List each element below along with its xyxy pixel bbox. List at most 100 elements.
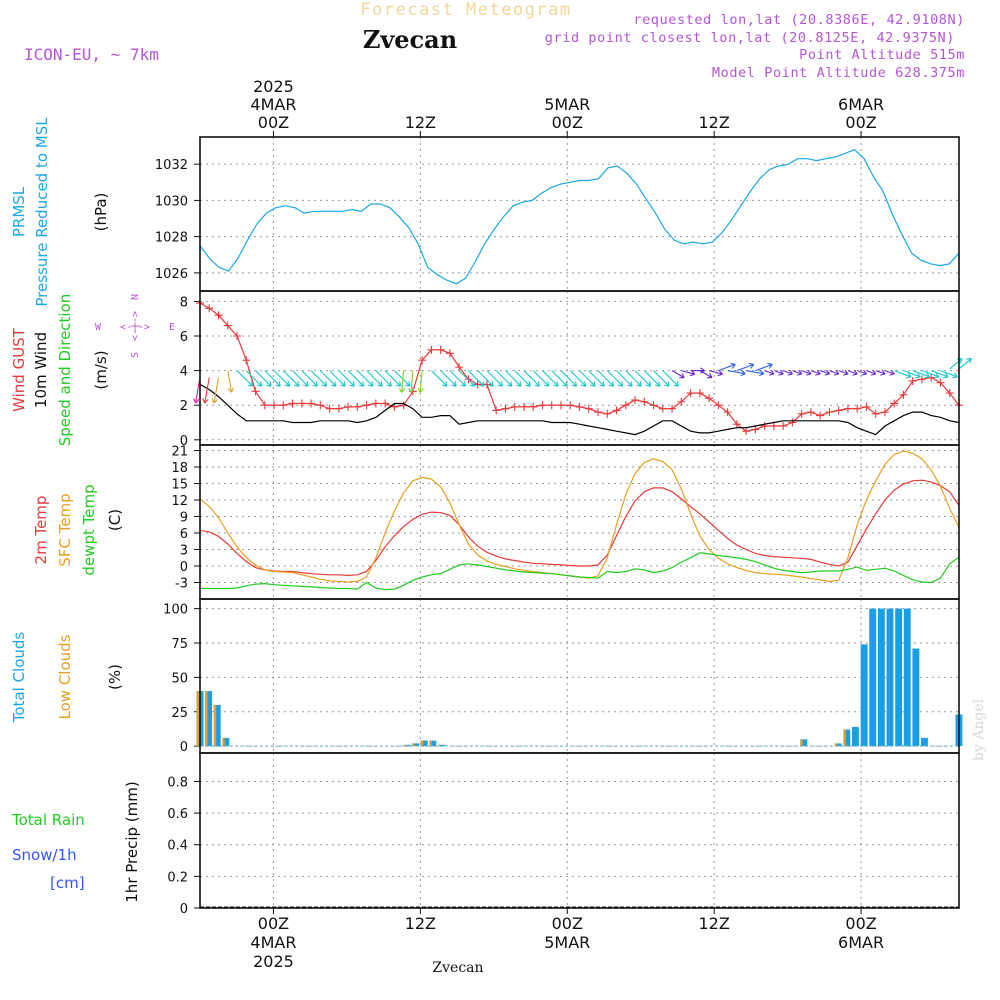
gust-marker — [853, 404, 862, 413]
gust-marker — [843, 404, 852, 413]
gust-marker — [631, 396, 640, 405]
gust-marker — [473, 380, 482, 389]
total-cloud-bar — [921, 737, 928, 747]
gust-marker — [871, 409, 880, 418]
rain-label: Total Rain — [11, 811, 85, 829]
compass-n: N — [130, 294, 141, 300]
wind-arrow — [417, 370, 424, 393]
wind-arrow — [708, 370, 724, 377]
wind-arrow — [579, 370, 596, 387]
clouds-unit: (%) — [106, 664, 124, 690]
gust-marker — [862, 402, 871, 411]
gust-marker — [556, 401, 565, 410]
wind-arrow — [671, 370, 685, 379]
wind-gust-label: Wind GUST — [10, 327, 28, 412]
pressure-line — [199, 149, 960, 285]
total-cloud-bar — [903, 608, 911, 747]
wind-arrow — [551, 370, 568, 387]
wind-speed-line — [199, 383, 960, 436]
gust-marker — [233, 331, 242, 340]
gust-marker — [908, 376, 917, 385]
gust-marker — [899, 390, 908, 399]
wind-arrow — [875, 369, 886, 376]
panel-pressure: 1026 1028 1030 1032 — [155, 136, 960, 292]
gust-marker — [825, 408, 834, 417]
gust-marker — [390, 402, 399, 411]
wind-arrow — [329, 370, 346, 387]
gust-marker — [742, 427, 751, 436]
gust-marker — [436, 345, 445, 354]
panel-frame — [199, 444, 960, 600]
gust-marker — [445, 349, 454, 358]
gust-marker — [603, 409, 612, 418]
total-cloud-bar — [895, 608, 903, 747]
gust-marker — [686, 389, 695, 398]
wind-arrow — [301, 370, 318, 387]
wind-arrow — [903, 370, 921, 379]
wind-arrow — [727, 369, 746, 377]
y-tick-label: 15 — [171, 478, 188, 493]
wind-arrow — [662, 370, 679, 387]
low-cloud-bar — [843, 729, 846, 747]
total-cloud-bar — [886, 608, 894, 747]
y-tick-label: 0 — [180, 434, 188, 449]
gust-marker — [205, 304, 214, 313]
time-label: 6MAR — [838, 95, 884, 114]
wind-arrow — [588, 370, 605, 387]
sfc-temp-label: SFC Temp — [56, 493, 74, 566]
wind-arrow — [616, 370, 633, 387]
y-tick-label: 3 — [180, 544, 188, 559]
wind-arrow — [375, 370, 392, 387]
time-label: 00Z — [258, 113, 289, 132]
gust-marker — [482, 380, 491, 389]
wind-arrow — [931, 370, 949, 379]
total-cloud-bar — [852, 726, 859, 747]
time-label: 2025 — [253, 77, 294, 96]
low-cloud-bar — [222, 737, 225, 747]
wind-arrow — [782, 369, 793, 376]
gust-marker — [547, 401, 556, 410]
pressure-unit: (hPa) — [92, 193, 110, 232]
compass-e: E — [169, 322, 175, 333]
wind-arrow — [736, 362, 755, 372]
wind-arrow — [718, 362, 736, 372]
total-cloud-bar — [429, 740, 437, 747]
gust-marker — [344, 402, 353, 411]
low-cloud-bar — [196, 691, 199, 747]
gust-marker — [381, 399, 390, 408]
compass-ns-arrow: <-|-> — [130, 311, 141, 341]
wind-arrow — [653, 370, 670, 387]
footer-location: Zvecan — [432, 960, 483, 976]
panel-frame — [199, 136, 960, 292]
panel-frame — [199, 752, 960, 909]
gust-marker — [260, 401, 269, 410]
wind-arrow — [384, 370, 402, 387]
location-title: Zvecan — [363, 25, 457, 54]
gust-marker — [492, 406, 501, 415]
low-cloud-bar — [800, 739, 803, 747]
requested-coords: requested lon,lat (20.8386E, 42.9108N) — [633, 12, 965, 28]
gust-marker — [890, 399, 899, 408]
compass-s: S — [130, 352, 141, 358]
gridpoint-coords: grid point closest lon,lat (20.8125E, 42… — [545, 30, 955, 46]
wind-arrow — [801, 369, 812, 376]
gust-marker — [288, 399, 297, 408]
y-tick-label: 0.6 — [167, 807, 188, 822]
gust-marker — [917, 375, 926, 384]
wind-arrow — [477, 370, 494, 387]
gust-marker — [714, 401, 723, 410]
pressure-label-name: Pressure Reduced to MSL — [33, 117, 51, 307]
wind-arrow — [810, 369, 821, 376]
gust-marker — [621, 401, 630, 410]
wind-unit: (m/s) — [92, 350, 110, 389]
y-tick-label: 21 — [171, 445, 188, 460]
y-tick-label: 6 — [180, 330, 188, 345]
wind-arrow — [202, 377, 210, 404]
wind-arrow — [542, 370, 559, 387]
gust-marker — [658, 404, 667, 413]
time-label: 12Z — [698, 914, 729, 933]
wind-arrow — [193, 377, 201, 404]
